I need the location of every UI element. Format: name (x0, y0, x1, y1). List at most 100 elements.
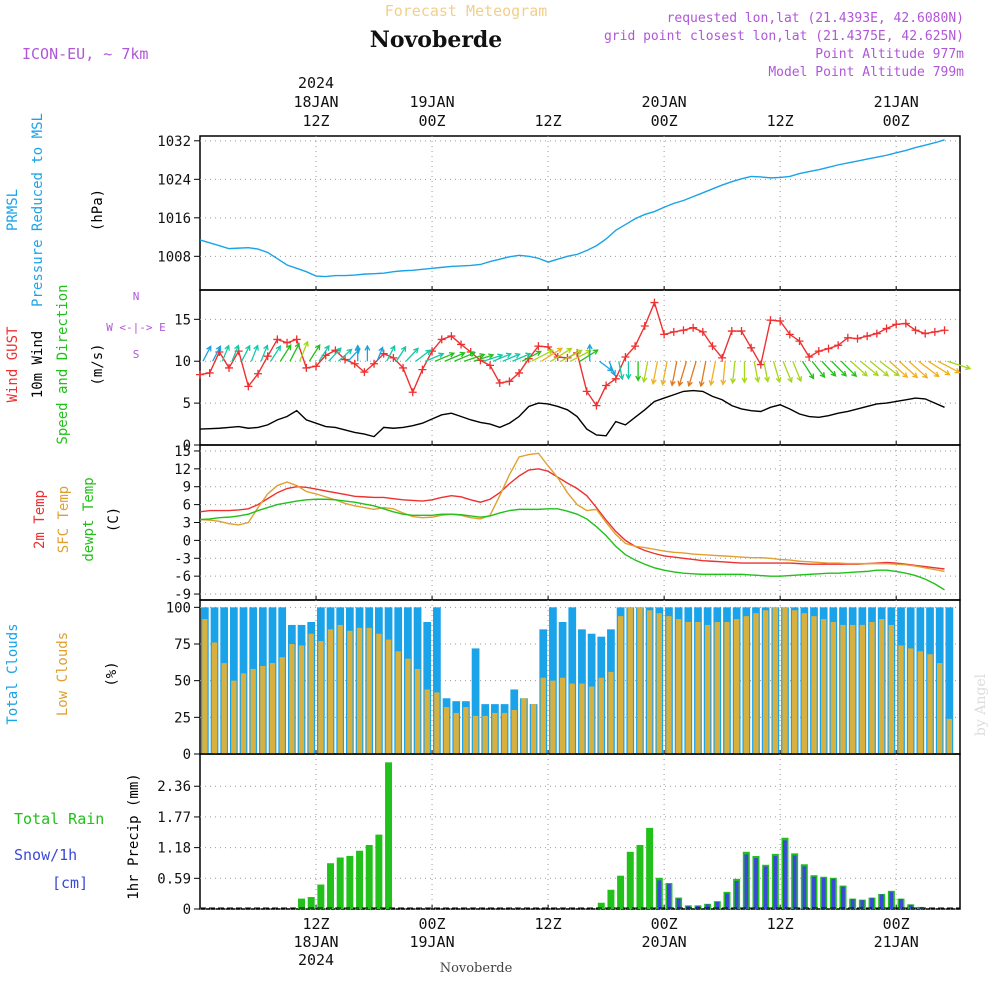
wind-arrow (231, 344, 240, 362)
wind-arrow (250, 344, 259, 362)
low-cloud-bar (385, 639, 392, 754)
gust-marker (805, 353, 814, 362)
wind-arrow (318, 344, 330, 362)
low-cloud-bar (443, 707, 450, 754)
wind-arrow (650, 361, 659, 386)
low-cloud-bar (791, 610, 798, 754)
wind-arrow (898, 360, 919, 379)
bottom-time-label: 12Z (767, 915, 794, 933)
compass-south: S (133, 348, 140, 361)
y-tick-label: -3 (174, 551, 191, 567)
wind-arrow (502, 352, 521, 362)
wind-arrow (279, 344, 292, 362)
wind-arrow (801, 360, 815, 380)
low-cloud-bar (724, 622, 730, 754)
low-cloud-bar (482, 715, 488, 754)
low-cloud-bar (521, 698, 527, 754)
snow-bar (754, 858, 758, 909)
low-cloud-bar (550, 680, 556, 754)
wind-arrow (879, 360, 900, 377)
low-cloud-bar (327, 629, 334, 754)
low-cloud-bar (937, 663, 943, 754)
y-tick-label: 100 (166, 600, 191, 616)
low-cloud-bar (888, 624, 895, 754)
top-time-label: 12Z (767, 112, 794, 130)
wind-line-0 (199, 300, 945, 408)
gust-marker (408, 388, 417, 397)
snow-bar (792, 855, 797, 909)
low-cloud-bar (908, 648, 914, 754)
low-cloud-bar (695, 622, 701, 754)
bottom-time-label: 19JAN (409, 933, 454, 951)
compass-north: N (133, 290, 140, 303)
low-cloud-bar (211, 642, 218, 754)
total-cloud-bar (229, 607, 238, 754)
low-cloud-bar (637, 607, 643, 754)
y-tick-label: 15 (174, 312, 191, 328)
y-tick-label: 1.77 (157, 810, 191, 826)
wind-arrow (434, 352, 456, 362)
wind-arrow (395, 345, 407, 362)
wind-arrow (586, 343, 593, 362)
top-time-label: 2024 (298, 74, 334, 92)
gust-marker (679, 326, 688, 335)
wind-arrow (947, 360, 972, 371)
low-cloud-bar (627, 607, 633, 754)
gust-marker (379, 349, 388, 358)
wind-arrow (444, 351, 466, 362)
low-cloud-bar (743, 616, 749, 754)
low-cloud-bar (279, 657, 285, 754)
rain-bar (317, 884, 325, 909)
wind-arrow (669, 361, 678, 387)
gust-marker (263, 352, 272, 361)
gust-marker (814, 347, 823, 356)
rain-bar (626, 851, 634, 909)
low-cloud-bar (859, 624, 865, 754)
gust-marker (273, 335, 282, 344)
gust-marker (437, 335, 446, 344)
y-tick-label: -6 (174, 569, 191, 585)
info-grid-point: grid point closest lon,lat (21.4375E, 42… (604, 29, 964, 44)
low-cloud-bar (617, 616, 624, 754)
gust-marker (660, 330, 669, 339)
axis-label: Total Clouds (5, 623, 21, 724)
wind-arrow (364, 344, 371, 362)
gust-marker (389, 353, 398, 362)
temperature-line-dewpt-temp (199, 498, 945, 591)
wind-arrow (850, 360, 868, 377)
axis-label: (m/s) (90, 343, 106, 385)
low-cloud-bar (501, 712, 508, 754)
panel-clouds: 0 25 50 75 100 Total Clouds Low Clouds (%) (5, 599, 961, 763)
axis-label: 2m Temp (32, 490, 48, 549)
bottom-time-label: 00Z (651, 915, 678, 933)
wind-arrow (289, 342, 300, 362)
gust-marker (254, 369, 263, 378)
gust-marker (447, 332, 456, 341)
compass-west-east: W <-|-> E (106, 321, 166, 334)
bottom-time-label: 20JAN (642, 933, 687, 951)
gust-marker (785, 330, 794, 339)
gust-marker (611, 374, 620, 383)
low-cloud-bar (453, 712, 459, 754)
total-cloud-bar (549, 607, 557, 754)
low-cloud-bar (840, 624, 846, 754)
low-cloud-bar (202, 619, 208, 754)
low-cloud-bar (376, 633, 382, 754)
bottom-time-label: 18JAN (293, 933, 338, 951)
gust-marker (650, 298, 659, 307)
snow-bar (783, 840, 787, 909)
wind-arrow (811, 360, 826, 379)
rain-bar (356, 850, 364, 909)
rain-bar (617, 875, 625, 909)
wind-arrow (763, 361, 770, 383)
rain-bar (327, 863, 335, 909)
wind-arrow (869, 360, 890, 377)
y-tick-label: 1024 (157, 172, 191, 188)
gust-marker (196, 370, 204, 379)
bottom-time-label: 21JAN (874, 933, 919, 951)
axis-label: PRMSL (5, 189, 21, 231)
wind-line-1 (199, 389, 945, 438)
wind-arrow (202, 345, 212, 362)
wind-arrow (772, 361, 782, 384)
